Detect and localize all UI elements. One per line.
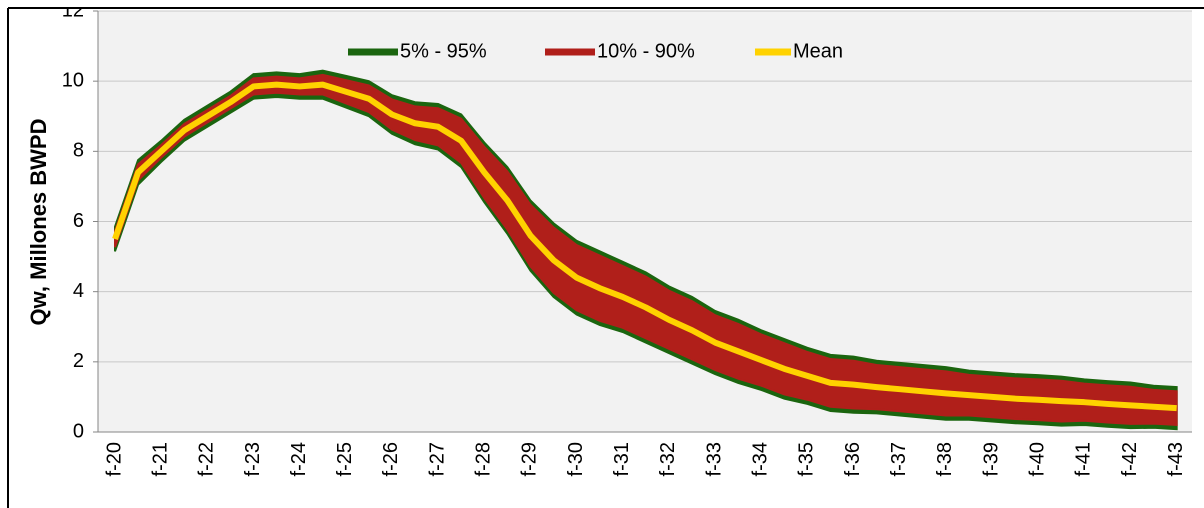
x-tick-label: f-23	[242, 442, 264, 476]
x-tick-label: f-26	[380, 442, 402, 476]
x-tick-label: f-42	[1119, 442, 1141, 476]
y-tick-label: 4	[73, 280, 84, 302]
y-tick-label: 8	[73, 140, 84, 162]
x-tick-label: f-28	[473, 442, 495, 476]
x-tick-label: f-33	[703, 442, 725, 476]
x-tick-label: f-36	[842, 442, 864, 476]
x-tick-label: f-24	[288, 442, 310, 476]
x-tick-label: f-40	[1026, 442, 1048, 476]
legend-label: Mean	[793, 40, 843, 62]
mean-line	[112, 81, 1177, 412]
x-tick-label: f-41	[1073, 442, 1095, 476]
x-tick-label: f-27	[426, 442, 448, 476]
x-tick-label: f-37	[888, 442, 910, 476]
x-tick-label: f-34	[750, 442, 772, 476]
x-tick-label: f-32	[657, 442, 679, 476]
x-tick-label: f-35	[796, 442, 818, 476]
x-tick-label: f-43	[1165, 442, 1187, 476]
x-tick-label: f-21	[149, 442, 171, 476]
x-tick-label: f-29	[519, 442, 541, 476]
frame-top-mask	[0, 0, 1204, 8]
y-axis-title: Qw, Millones BWPD	[26, 119, 51, 326]
x-tick-label: f-39	[980, 442, 1002, 476]
y-tick-label: 2	[73, 350, 84, 372]
y-tick-label: 10	[62, 69, 84, 91]
x-tick-label: f-38	[934, 442, 956, 476]
x-tick-label: f-25	[334, 442, 356, 476]
legend-label: 10% - 90%	[597, 40, 695, 62]
y-tick-label: 0	[73, 420, 84, 442]
x-tick-label: f-22	[196, 442, 218, 476]
x-tick-label: f-31	[611, 442, 633, 476]
legend-label: 5% - 95%	[400, 40, 487, 62]
x-tick-label: f-20	[103, 442, 125, 476]
x-tick-label: f-30	[565, 442, 587, 476]
y-tick-label: 6	[73, 210, 84, 232]
